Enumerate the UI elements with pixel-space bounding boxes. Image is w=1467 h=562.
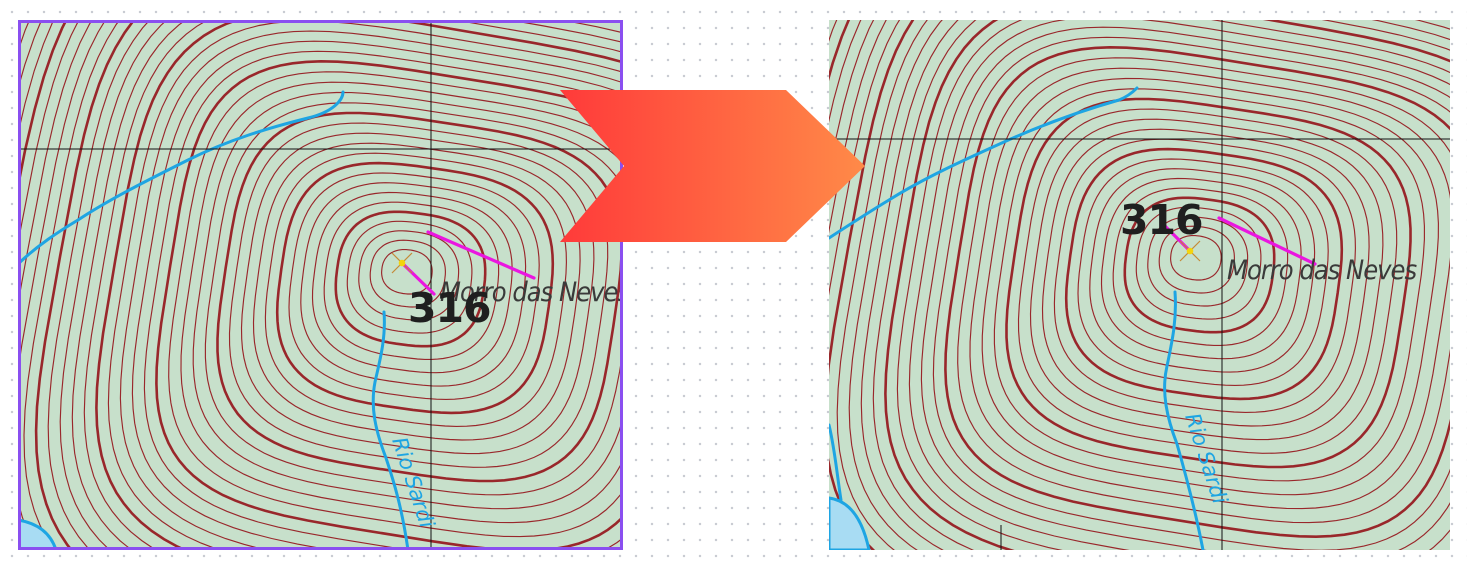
contour-line [944, 45, 1450, 539]
contour-line [119, 30, 623, 550]
contour-line [1135, 206, 1262, 320]
contour-line [896, 20, 1450, 550]
contour-line [83, 20, 623, 550]
contour-line [1017, 108, 1398, 454]
contour-line [275, 161, 555, 415]
contour-line [860, 20, 1450, 550]
contour-line [252, 142, 581, 441]
contour-line [204, 102, 623, 496]
contour-line [1123, 196, 1276, 334]
contour-line [107, 20, 623, 550]
contour-line [957, 57, 1450, 524]
contour-line [884, 20, 1450, 550]
contour-line [1147, 216, 1249, 307]
stream-rio-sardi [371, 310, 410, 550]
contour-line [264, 152, 567, 427]
contour-line [1170, 235, 1222, 281]
contour-line [155, 59, 623, 550]
contour-line [311, 191, 513, 374]
contour-line [143, 50, 623, 550]
contour-line [23, 20, 121, 550]
summit-cross-icon [1179, 240, 1201, 262]
contour-line [131, 40, 623, 550]
contour-line [369, 239, 446, 308]
stream-rio-sardi [1163, 290, 1205, 550]
peak-elevation-label: 316 [408, 284, 491, 332]
contour-line [829, 20, 915, 550]
contour-line [168, 71, 623, 538]
contour-line [71, 20, 623, 550]
contour-line [1029, 118, 1384, 441]
contour-line [1158, 225, 1235, 294]
map-before-canvas: Morro das Neves 316 Rio Sardi [18, 20, 623, 550]
stream-north [829, 86, 1139, 240]
contour-line [981, 77, 1439, 496]
contour-line [95, 20, 623, 550]
contour-line [34, 20, 136, 550]
stream-north [18, 90, 345, 266]
contour-line [1100, 177, 1302, 360]
contour-line [323, 201, 500, 360]
contour-line [228, 122, 609, 468]
contour-line [59, 20, 623, 550]
peak-name-label: Morro das Neves [440, 277, 623, 308]
contour-line [993, 88, 1425, 482]
contour-line [872, 20, 1450, 550]
contour-line [216, 111, 623, 483]
contour-line [1041, 128, 1370, 427]
map-after-canvas: 316 Morro das Neves Rio Sardi [829, 20, 1450, 550]
contour-line [1089, 168, 1316, 373]
contour-line [1053, 138, 1356, 413]
contour-line [18, 20, 107, 550]
contour-line [829, 20, 901, 550]
contour-line [240, 132, 595, 455]
map-after-panel[interactable]: 316 Morro das Neves Rio Sardi [829, 20, 1450, 550]
contour-lines [829, 20, 1450, 550]
contour-line [288, 172, 540, 400]
contour-line [1005, 97, 1412, 469]
contour-line [908, 20, 1450, 550]
contour-line [1112, 187, 1289, 346]
contour-line [334, 210, 487, 348]
contour-line [932, 36, 1450, 550]
peak-elevation-label: 316 [1120, 196, 1203, 244]
contour-line [969, 67, 1450, 510]
summit-cross-icon [391, 252, 413, 274]
contour-line [920, 26, 1450, 550]
transition-arrow-icon [560, 90, 865, 242]
contour-line [1064, 147, 1344, 401]
stream-west [829, 423, 843, 502]
contour-line [192, 91, 623, 510]
lake [18, 518, 58, 550]
name-leader-line [1217, 216, 1317, 266]
contour-line [346, 220, 473, 334]
contour-line [300, 182, 527, 387]
map-before-panel[interactable]: Morro das Neves 316 Rio Sardi [18, 20, 623, 550]
contour-line [848, 20, 1450, 550]
name-leader-line [426, 230, 536, 280]
contour-line [1077, 158, 1329, 386]
contour-line [18, 20, 93, 550]
contour-line [381, 249, 433, 295]
peak-name-label: Morro das Neves [1227, 255, 1417, 286]
contour-line [836, 20, 928, 550]
contour-line [47, 20, 623, 550]
lake [829, 496, 871, 550]
contour-line [358, 230, 460, 321]
contour-lines [18, 20, 623, 550]
